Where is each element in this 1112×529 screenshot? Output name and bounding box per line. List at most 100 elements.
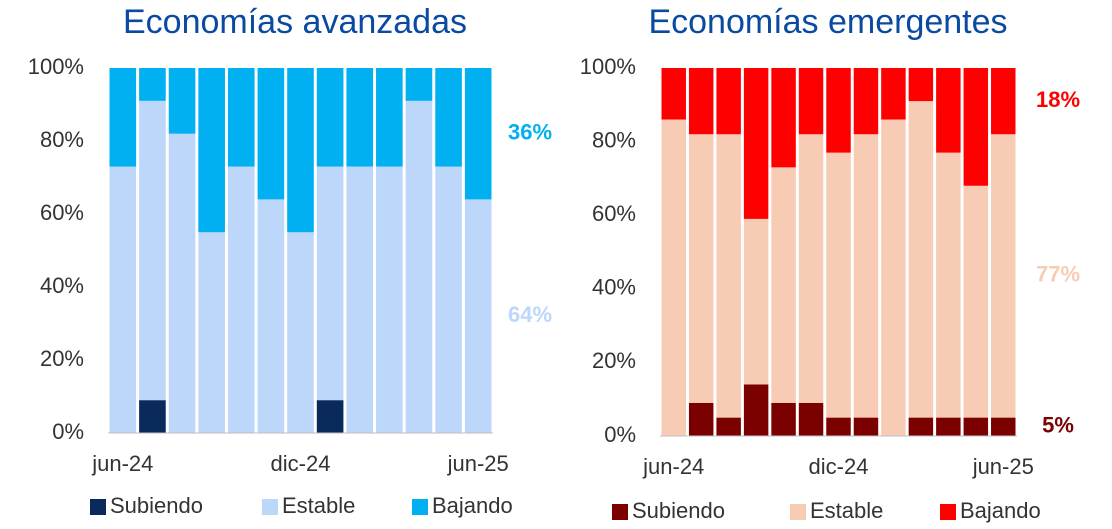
bar-segment [168,133,196,433]
y-tick-label: 60% [592,201,636,226]
annotation: 18% [1036,87,1080,112]
bar-segment [853,417,879,436]
bar-segment [139,400,166,433]
bar-segment [716,417,741,436]
bar-segment [963,417,989,436]
bar-segment [688,68,714,135]
bar-segment [316,166,344,401]
y-tick-label: 40% [40,273,84,298]
bar-segment [257,68,285,200]
y-tick-label: 0% [604,422,636,447]
bar-segment [376,68,403,167]
bar-segment [853,68,879,135]
bar-segment [743,68,769,219]
bar-segment [346,68,374,167]
bar-segment [198,232,225,433]
y-tick-label: 0% [52,419,84,444]
bar-segment [287,68,314,233]
bar-segment [316,68,344,167]
x-tick-label: jun-24 [91,451,153,476]
bar-segment [716,134,741,418]
legend-label: Subiendo [632,498,725,523]
bar-segment [798,68,824,135]
bar-segment [109,68,137,167]
bar-segment [936,417,961,436]
bar-segment [287,232,314,433]
bar-segment [661,119,686,437]
bar-segment [743,218,769,385]
bar-segment [826,68,851,153]
bar-segment [963,68,989,186]
legend-swatch [940,504,956,520]
bar-segment [346,166,374,434]
legend-swatch [90,499,106,515]
bar-segment [168,68,196,134]
x-tick-label: jun-25 [447,451,509,476]
bar-segment [464,199,492,433]
y-tick-label: 80% [592,127,636,152]
bar-segment [936,68,961,153]
legend-label: Bajando [432,493,513,518]
legend-label: Subiendo [110,493,203,518]
y-tick-label: 60% [40,200,84,225]
bar-segment [227,166,255,434]
bar-segment [716,68,741,135]
y-tick-label: 100% [28,54,84,79]
bar-segment [771,402,796,436]
bar-segment [688,402,714,436]
bar-segment [464,68,492,200]
bar-segment [771,167,796,403]
bar-segment [826,152,851,418]
bar-segment [908,417,934,436]
bar-segment [227,68,255,167]
bar-segment [743,384,769,436]
bar-segment [908,68,934,102]
annotation: 36% [508,120,552,145]
bar-segment [771,68,796,168]
annotation: 64% [508,302,552,327]
legend-swatch [262,499,278,515]
bar-segment [405,100,433,433]
annotation: 5% [1042,413,1074,438]
bar-segment [826,417,851,436]
bar-segment [991,417,1016,436]
annotation: 77% [1036,262,1080,287]
bar-segment [376,166,403,434]
bar-segment [139,68,166,101]
bar-segment [257,199,285,433]
x-tick-label: dic-24 [271,451,331,476]
y-tick-label: 20% [592,348,636,373]
bar-segment [853,134,879,418]
y-tick-label: 100% [580,54,636,79]
legend-label: Estable [282,493,355,518]
y-tick-label: 20% [40,346,84,371]
legend-swatch [612,504,628,520]
legend-swatch [412,499,428,515]
chart-title: Economías emergentes [648,3,1007,41]
bar-segment [798,402,824,436]
bar-segment [139,100,166,401]
bar-segment [991,68,1016,135]
chart-title: Economías avanzadas [123,3,467,41]
legend-label: Estable [810,498,883,523]
bar-segment [316,400,344,433]
bar-segment [109,166,137,434]
bar-segment [405,68,433,101]
bar-segment [661,68,686,120]
bar-segment [936,152,961,418]
bar-segment [881,68,906,120]
bar-segment [908,101,934,418]
bar-segment [435,166,462,434]
x-tick-label: jun-25 [972,454,1034,479]
bar-segment [963,185,989,418]
legend-label: Bajando [960,498,1041,523]
bar-segment [798,134,824,403]
x-tick-label: dic-24 [809,454,869,479]
bar-segment [688,134,714,403]
bar-segment [435,68,462,167]
legend-swatch [790,504,806,520]
bar-segment [881,119,906,437]
y-tick-label: 80% [40,127,84,152]
bar-segment [198,68,225,233]
